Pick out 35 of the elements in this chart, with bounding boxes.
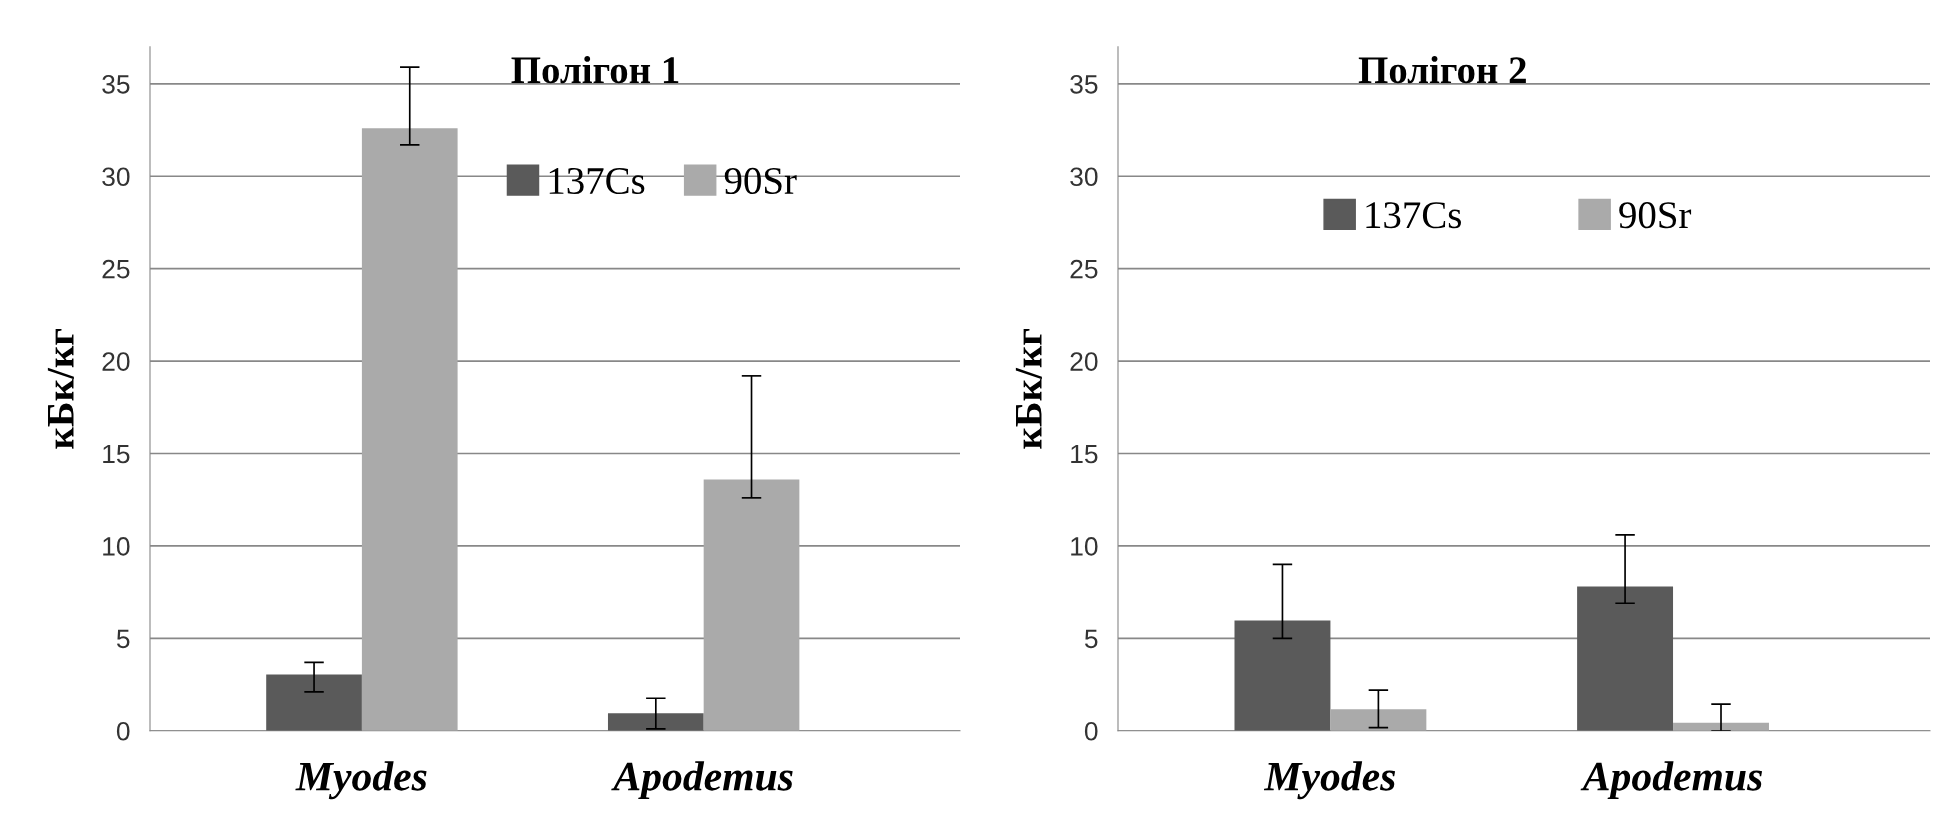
chart-title: Полігон 2	[1358, 55, 1526, 84]
bar	[361, 128, 458, 731]
x-tick-label: Myodes	[1263, 761, 1396, 800]
y-tick-label: 5	[116, 629, 130, 649]
chart-title: Полігон 1	[511, 55, 679, 84]
bar	[1330, 709, 1427, 731]
x-tick-label: Apodemus	[1580, 761, 1763, 800]
y-tick-label: 0	[1084, 721, 1098, 741]
y-axis-title: кБк/кг	[1015, 329, 1042, 449]
bar	[266, 674, 362, 731]
y-tick-label: 25	[1070, 259, 1098, 279]
y-tick-label: 0	[116, 721, 130, 741]
y-tick-label: 15	[1071, 444, 1098, 464]
y-tick-label: 30	[1070, 167, 1098, 187]
bar	[607, 713, 704, 731]
legend-label: 137Cs	[549, 167, 645, 195]
bar	[1234, 620, 1331, 731]
y-tick-label: 15	[103, 444, 130, 464]
bar	[703, 479, 800, 731]
y-tick-label: 35	[1070, 74, 1098, 94]
x-tick-label: Myodes	[295, 761, 427, 800]
bar	[1577, 586, 1674, 731]
y-tick-label: 35	[102, 74, 130, 94]
y-axis-title: кБк/кг	[47, 329, 74, 449]
y-tick-label: 25	[102, 259, 130, 279]
y-tick-label: 10	[1071, 537, 1098, 556]
y-tick-label: 10	[103, 537, 130, 556]
legend-label: 137Cs	[1366, 202, 1461, 229]
y-tick-label: 20	[102, 352, 130, 371]
x-tick-label: Apodemus	[611, 761, 793, 800]
legend-label: 90Sr	[1619, 202, 1692, 229]
y-tick-label: 20	[1070, 352, 1098, 371]
legend-label: 90Sr	[724, 167, 797, 195]
y-tick-label: 5	[1084, 629, 1098, 649]
y-tick-label: 30	[102, 167, 130, 187]
